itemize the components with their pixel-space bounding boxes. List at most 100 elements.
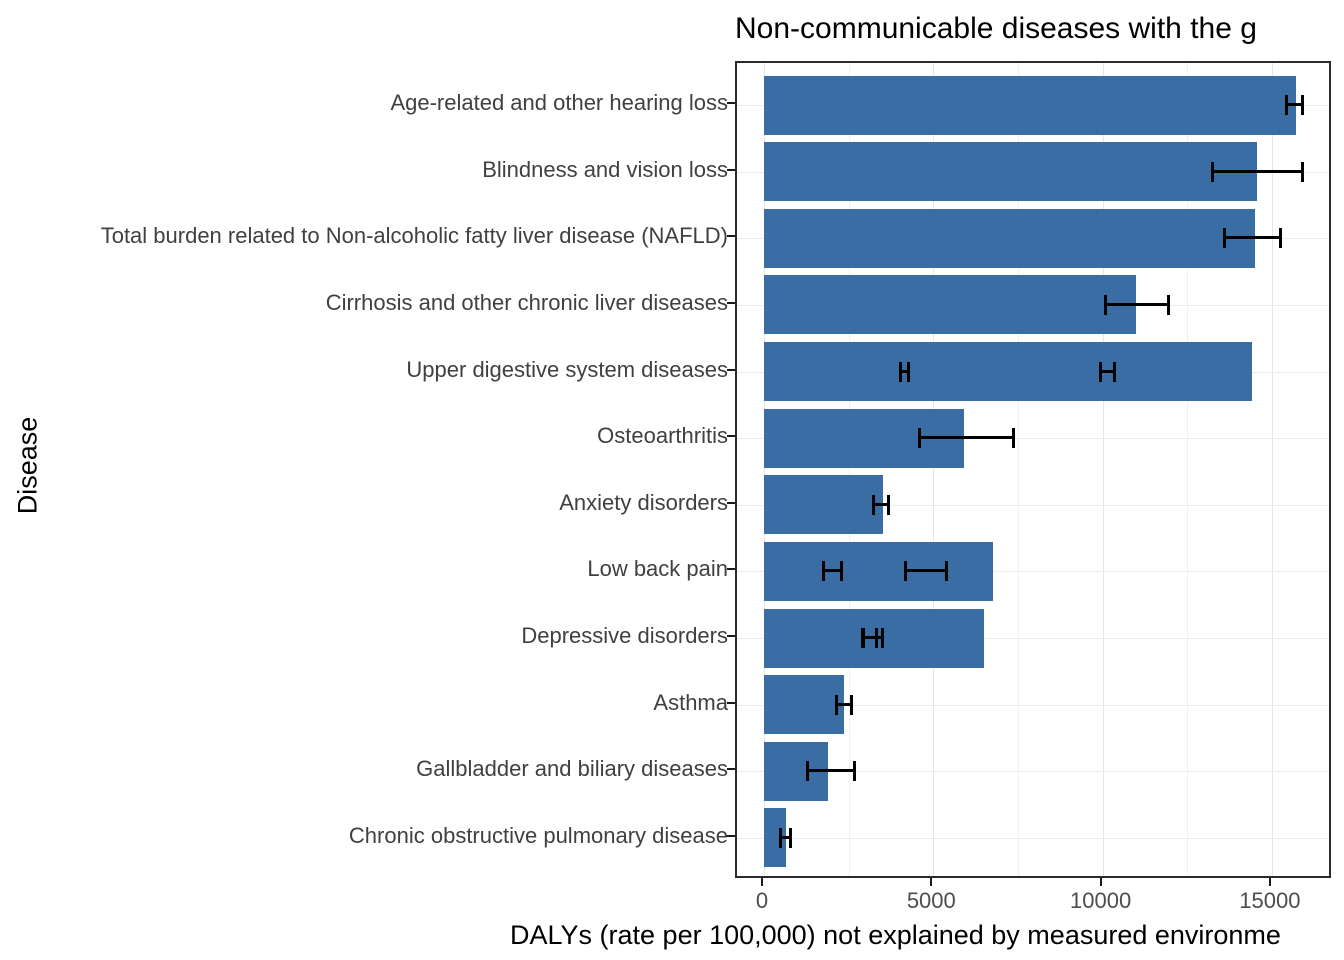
x-tick-mark [1099,878,1102,886]
error-bar-cap-left [862,628,866,649]
error-bar-cap-right [1113,361,1117,382]
error-bar-cap-left [918,428,922,449]
error-bar [821,561,843,582]
error-bar [806,761,856,782]
error-bar-line [862,636,884,640]
error-bar-cap-left [1099,361,1103,382]
plot-panel [735,61,1331,878]
y-axis-category-label: Low back pain [587,556,728,582]
y-tick-mark [727,368,735,371]
error-bar-cap-left [834,694,838,715]
error-bar [862,628,884,649]
error-bar-line [1099,369,1117,373]
error-bar-line [1210,169,1305,173]
error-bar-line [778,835,793,839]
y-tick-mark [727,501,735,504]
error-bar-cap-right [789,827,793,848]
error-bar [834,694,854,715]
error-bar-line [918,436,1015,440]
error-bar [778,827,793,848]
error-bar-cap-right [839,561,843,582]
error-bar-line [903,569,948,573]
y-tick-mark [727,168,735,171]
row-gridline [737,504,1329,506]
x-tick-mark [1268,878,1271,886]
row-gridline [737,438,1329,440]
y-axis-category-label: Asthma [653,689,728,715]
y-tick-mark [727,701,735,704]
y-axis-category-label: Upper digestive system diseases [406,356,728,382]
error-bar-line [872,502,891,506]
major-gridline [764,63,765,876]
error-bar [1099,361,1117,382]
error-bar [903,561,948,582]
error-bar [1222,228,1283,249]
bar [764,275,1137,335]
bar [764,675,844,735]
error-bar-line [1104,302,1171,306]
major-gridline [933,63,935,876]
error-bar-cap-left [1285,95,1289,115]
y-axis-category-label: Chronic obstructive pulmonary disease [348,822,728,848]
bar [764,142,1257,202]
error-bar-cap-left [778,827,782,848]
error-bar-cap-right [850,694,854,715]
row-gridline [737,638,1329,640]
y-tick-mark [727,635,735,638]
y-tick-mark [727,235,735,238]
error-bar-cap-left [1210,161,1214,182]
row-gridline [737,571,1329,573]
bar [764,541,993,601]
error-bar-line [898,369,911,373]
y-axis-category-label: Gallbladder and biliary diseases [416,756,728,782]
x-tick-mark [930,878,933,886]
y-tick-mark [727,834,735,837]
bar [764,342,1252,402]
y-axis-category-label: Depressive disorders [521,623,728,649]
error-bar-cap-right [880,628,884,649]
y-axis-category-label: Osteoarthritis [597,423,728,449]
error-bar [1210,161,1305,182]
error-bar [898,361,911,382]
major-gridline [1271,63,1273,876]
error-bar-cap-right [852,761,856,782]
error-bar-cap-right [907,361,911,382]
y-tick-mark [727,435,735,438]
x-tick-mark [761,878,763,886]
x-axis-tick-label: 15000 [1239,888,1301,913]
bar [764,808,786,868]
error-bar-cap-right [1301,161,1305,182]
y-axis-category-label: Total burden related to Non-alcoholic fa… [100,223,728,249]
error-bar-line [806,769,856,773]
y-axis-category-label: Anxiety disorders [559,489,728,515]
error-bar-cap-right [1167,294,1171,315]
error-bar [872,494,891,515]
y-axis-title: Disease [12,416,43,515]
error-bar-cap-right [1301,95,1305,115]
error-bar-cap-left [898,361,902,382]
error-bar-cap-right [1011,428,1015,449]
x-axis-tick-label: 5000 [906,888,956,913]
row-gridline [737,837,1329,839]
y-axis-category-label: Age-related and other hearing loss [390,90,728,115]
y-tick-mark [727,102,735,104]
error-bar [1104,294,1171,315]
error-bar-line [1285,103,1305,106]
error-bar-cap-right [1279,228,1283,249]
y-axis-category-label: Blindness and vision loss [482,156,728,182]
error-bar-cap-left [1104,294,1108,315]
error-bar [1285,95,1305,115]
error-bar-cap-right [944,561,948,582]
y-tick-mark [727,568,735,571]
x-axis-title: DALYs (rate per 100,000) not explained b… [510,920,1281,950]
row-gridline [737,771,1329,773]
row-gridline [737,704,1329,706]
bar [764,475,883,535]
error-bar-line [821,569,843,573]
minor-gridline [848,63,850,876]
y-tick-mark [727,301,735,304]
chart-title: Non-communicable diseases with the g [735,12,1257,45]
x-axis-tick-label: 10000 [1070,888,1132,913]
error-bar-line [1222,236,1283,240]
error-bar-cap-left [806,761,810,782]
